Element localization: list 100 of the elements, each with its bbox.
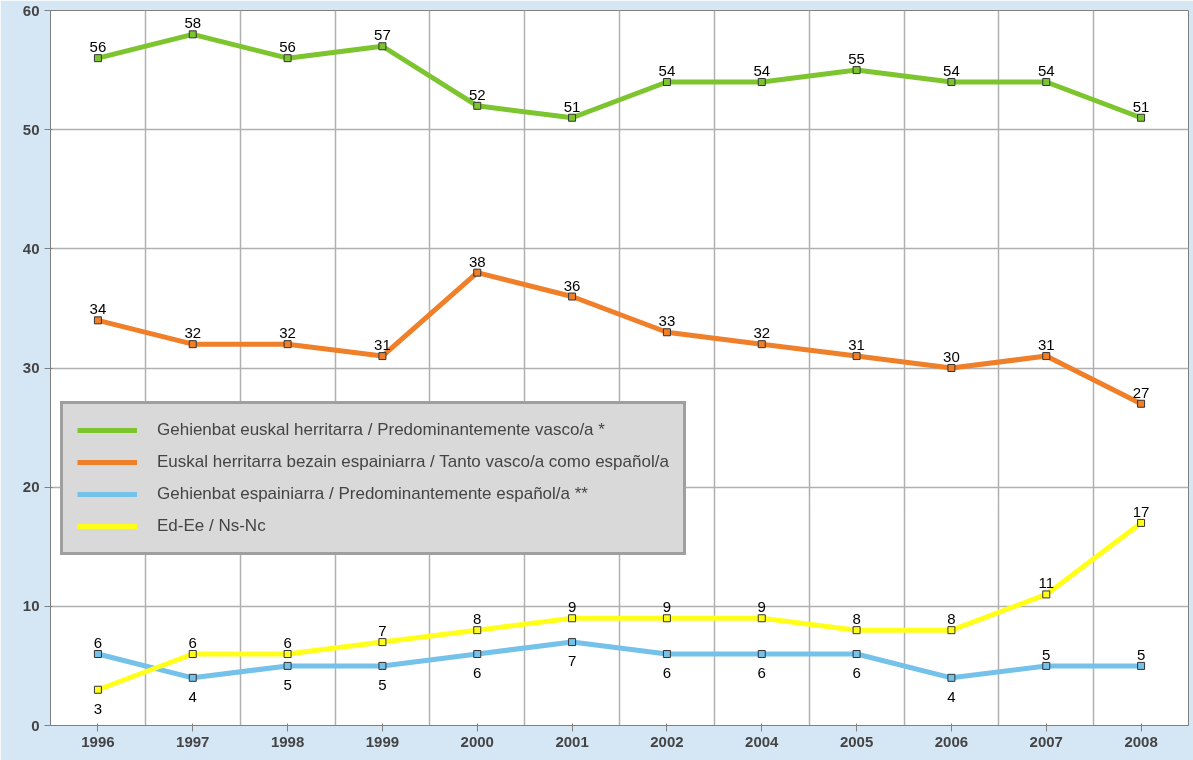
point (852, 650, 861, 658)
data-label: 36 (563, 276, 581, 294)
data-label: 32 (753, 324, 771, 342)
data-label: 8 (852, 610, 861, 628)
data-label: 6 (852, 664, 861, 681)
x-tick-label: 1998 (270, 732, 305, 750)
data-label: 11 (1038, 574, 1055, 592)
data-label: 51 (1132, 97, 1150, 115)
point (852, 352, 861, 361)
point (188, 30, 197, 39)
point (947, 364, 956, 372)
point (378, 42, 387, 51)
x-tick-label: 2008 (1124, 732, 1158, 750)
data-label: 6 (757, 664, 766, 681)
point (93, 685, 102, 694)
data-label: 9 (662, 598, 672, 616)
x-tick-label: 1999 (365, 732, 400, 750)
x-tick-label: 2001 (555, 732, 589, 750)
point (188, 650, 197, 658)
data-label: 54 (658, 62, 676, 79)
point (1042, 78, 1051, 86)
point (283, 650, 292, 658)
point (188, 673, 197, 682)
point (757, 614, 766, 623)
point (1042, 352, 1051, 361)
x-tick-label: 2006 (934, 732, 969, 750)
x-tick-label: 1996 (81, 732, 115, 750)
point (852, 626, 861, 635)
data-label: 5 (1042, 645, 1051, 663)
data-label: 57 (374, 26, 391, 44)
point (93, 316, 102, 325)
data-label: 6 (662, 664, 672, 681)
data-label: 5 (378, 675, 387, 693)
data-label: 58 (184, 14, 202, 32)
point (947, 673, 956, 682)
point (1042, 661, 1051, 670)
x-tick-label: 2000 (460, 732, 494, 750)
data-label: 33 (658, 312, 676, 330)
point (283, 340, 292, 349)
data-label: 56 (89, 38, 107, 56)
data-label: 32 (279, 324, 296, 342)
point (93, 54, 102, 63)
point (757, 340, 766, 349)
legend-label: Euskal herritarra bezain espainiarra / Tanto vasco/a como español/a (157, 452, 669, 472)
point (662, 78, 671, 86)
point (757, 650, 766, 658)
data-label: 5 (283, 675, 292, 693)
data-label: 6 (188, 634, 197, 651)
point (1137, 518, 1146, 527)
data-label: 6 (93, 634, 103, 651)
data-label: 9 (567, 598, 577, 616)
y-tick-label: 10 (22, 597, 40, 615)
data-label: 31 (848, 336, 865, 354)
point (473, 101, 482, 110)
point (568, 638, 577, 647)
x-tick-label: 1997 (176, 732, 210, 750)
y-tick-label: 0 (31, 716, 40, 734)
x-tick-label: 2007 (1029, 732, 1063, 750)
y-tick-label: 50 (22, 120, 40, 138)
data-label: 7 (378, 622, 387, 640)
point (1042, 590, 1051, 599)
data-label: 3 (93, 699, 103, 717)
legend-label: Ed-Ee / Ns-Nc (157, 516, 266, 536)
point (473, 626, 482, 635)
point (188, 340, 197, 349)
point (473, 650, 482, 658)
point (662, 328, 671, 337)
point (378, 352, 387, 361)
point (852, 66, 861, 75)
legend-label: Gehienbat espainiarra / Predominantemente español/a ** (157, 484, 588, 504)
point (283, 661, 292, 670)
data-label: 9 (757, 598, 766, 616)
point (568, 292, 577, 301)
point (1137, 113, 1146, 122)
x-tick-label: 2004 (745, 732, 780, 750)
point (283, 54, 292, 63)
point (947, 626, 956, 635)
y-tick-label: 40 (22, 239, 40, 257)
point (947, 78, 956, 86)
data-label: 54 (1037, 62, 1055, 79)
data-label: 30 (943, 348, 960, 365)
data-label: 54 (943, 62, 960, 79)
data-label: 8 (473, 610, 482, 628)
y-tick-label: 60 (22, 1, 40, 19)
data-label: 8 (947, 610, 956, 628)
x-tick-label: 2005 (839, 732, 874, 750)
point (568, 614, 577, 623)
point (473, 268, 482, 277)
legend-label: Gehienbat euskal herritarra / Predominantemente vasco/a * (157, 420, 605, 440)
point (662, 614, 671, 623)
data-label: 6 (473, 664, 482, 681)
point (757, 78, 766, 86)
point (1137, 661, 1146, 670)
data-label: 34 (89, 300, 107, 318)
data-label: 31 (374, 336, 391, 354)
y-tick-label: 20 (22, 478, 40, 496)
point (93, 650, 102, 658)
data-label: 54 (753, 62, 771, 79)
data-label: 56 (279, 38, 296, 56)
point (1137, 399, 1146, 408)
